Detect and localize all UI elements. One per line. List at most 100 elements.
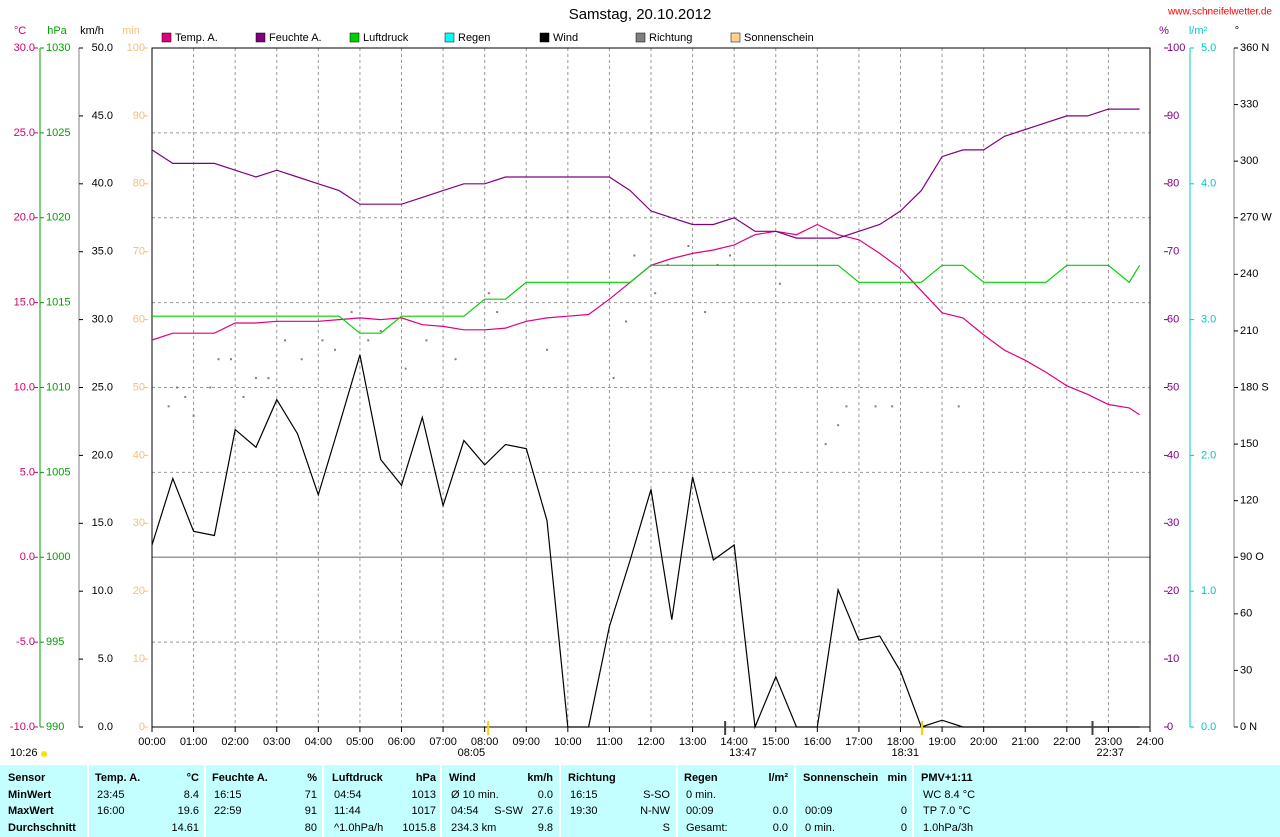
table-cell: S-SO (643, 789, 670, 801)
y-tick-label: 2.0 (1201, 449, 1216, 461)
y-tick-label: 0 (1167, 721, 1173, 733)
legend-swatch (255, 32, 266, 43)
y-tick-label: 10 (1167, 653, 1179, 665)
table-cell: 04:54 (451, 805, 479, 817)
table-cell: 16:15 (570, 789, 598, 801)
axis-unit: % (1159, 25, 1169, 37)
table-cell: MinWert (8, 789, 52, 801)
y-tick-label: 80 (133, 178, 145, 190)
y-tick-label: 20.0 (92, 449, 113, 461)
direction-point (729, 254, 732, 257)
y-tick-label: 5.0 (1201, 42, 1216, 54)
y-tick-label: 90 (133, 110, 145, 122)
direction-point (209, 386, 212, 389)
y-tick-label: 60 (1240, 608, 1252, 620)
table-cell: 27.6 (532, 805, 553, 817)
y-tick-label: 100 (1167, 42, 1185, 54)
y-tick-label: 15.0 (14, 297, 35, 309)
y-tick-label: 80 (1167, 178, 1179, 190)
series-line (151, 354, 1140, 730)
table-cell: 16:15 (214, 789, 242, 801)
y-tick-label: 40 (1167, 449, 1179, 461)
table-header: Richtung (568, 772, 616, 784)
y-tick-label: 1000 (46, 551, 70, 563)
x-tick-label: 05:00 (346, 736, 374, 748)
event-label: 18:31 (891, 747, 919, 759)
x-tick-label: 06:00 (388, 736, 416, 748)
y-tick-label: 1010 (46, 381, 70, 393)
direction-point (350, 311, 353, 314)
y-tick-label: 100 (127, 42, 145, 54)
y-tick-label: 5.0 (20, 466, 35, 478)
table-unit: min (887, 772, 907, 784)
table-cell: 1013 (412, 789, 436, 801)
direction-point (824, 443, 827, 446)
direction-point (778, 282, 781, 285)
table-cell: S (663, 822, 670, 834)
y-tick-label: 0.0 (20, 551, 35, 563)
table-cell: 91 (305, 805, 317, 817)
y-tick-label: -10.0 (10, 721, 35, 733)
direction-point (175, 386, 178, 389)
y-tick-label: -5.0 (16, 636, 35, 648)
x-tick-label: 24:00 (1136, 736, 1164, 748)
table-cell: 80 (305, 822, 317, 834)
x-tick-label: 19:00 (928, 736, 956, 748)
table-cell: 1015.8 (402, 822, 436, 834)
x-tick-label: 16:00 (804, 736, 832, 748)
table-cell: 0 (901, 805, 907, 817)
x-tick-label: 04:00 (305, 736, 333, 748)
table-cell: Gesamt: (686, 822, 728, 834)
table-cell: 0 min. (805, 822, 835, 834)
y-tick-label: 30.0 (92, 314, 113, 326)
legend-label: Luftdruck (363, 32, 409, 44)
y-tick-label: 25.0 (14, 127, 35, 139)
y-tick-label: 30.0 (14, 42, 35, 54)
y-tick-label: 10.0 (14, 381, 35, 393)
y-tick-label: 50 (1167, 381, 1179, 393)
y-tick-label: 15.0 (92, 517, 113, 529)
table-cell: Durchschnitt (8, 822, 76, 834)
direction-point (625, 320, 628, 323)
table-header: PMV+1:11 (921, 772, 973, 784)
legend-swatch (730, 32, 741, 43)
y-tick-label: 0 (139, 721, 145, 733)
table-header: Sensor (8, 772, 46, 784)
y-tick-label: 25.0 (92, 381, 113, 393)
direction-point (230, 358, 233, 361)
table-header: Feuchte A. (212, 772, 268, 784)
series-line (151, 108, 1140, 239)
x-tick-label: 03:00 (263, 736, 291, 748)
axis-unit: °C (14, 25, 26, 37)
legend-swatch (539, 32, 550, 43)
y-tick-label: 1020 (46, 212, 70, 224)
direction-point (654, 292, 657, 295)
x-tick-label: 18:00 (887, 736, 915, 748)
y-tick-label: 300 (1240, 155, 1258, 167)
x-tick-label: 17:00 (845, 736, 873, 748)
direction-point (242, 395, 245, 398)
axis-unit: km/h (80, 25, 104, 37)
y-tick-label: 120 (1240, 495, 1258, 507)
y-tick-label: 70 (1167, 246, 1179, 258)
y-tick-label: 150 (1240, 438, 1258, 450)
y-tick-label: 35.0 (92, 246, 113, 258)
direction-point (404, 367, 407, 370)
y-tick-label: 60 (1167, 314, 1179, 326)
y-tick-label: 60 (133, 314, 145, 326)
direction-point (704, 311, 707, 314)
table-cell: 0 min. (686, 789, 716, 801)
event-label: 08:05 (458, 747, 486, 759)
y-tick-label: 0.0 (1201, 721, 1216, 733)
y-tick-label: 4.0 (1201, 178, 1216, 190)
table-cell: 0.0 (773, 805, 788, 817)
legend-swatch (161, 32, 172, 43)
table-header: Sonnenschein (803, 772, 878, 784)
direction-point (217, 358, 220, 361)
y-tick-label: 20 (133, 585, 145, 597)
legend-label: Sonnenschein (744, 32, 814, 44)
y-tick-label: 990 (46, 721, 64, 733)
y-tick-label: 10.0 (92, 585, 113, 597)
x-tick-label: 14:00 (720, 736, 748, 748)
x-tick-label: 00:00 (138, 736, 166, 748)
